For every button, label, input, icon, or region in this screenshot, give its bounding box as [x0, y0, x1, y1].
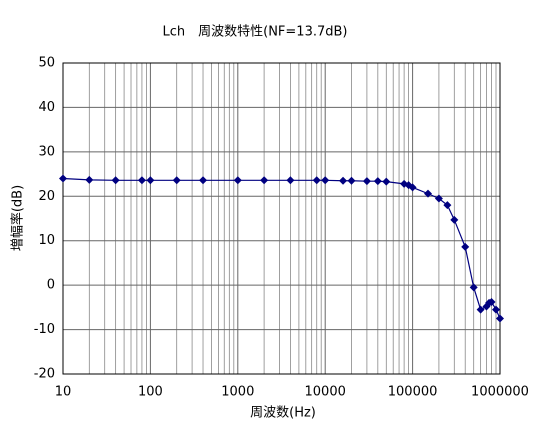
data-point	[137, 176, 146, 185]
y-tick-label: 40	[38, 100, 55, 115]
data-point	[339, 176, 348, 185]
data-point	[286, 176, 295, 185]
x-tick-label: 100	[138, 385, 163, 400]
y-tick-label: 20	[38, 189, 55, 204]
x-tick-label: 1000000	[471, 385, 529, 400]
x-tick-label: 10	[55, 385, 72, 400]
data-point	[487, 298, 496, 307]
data-point	[199, 176, 208, 185]
x-tick-label: 1000	[221, 385, 254, 400]
data-point	[492, 305, 501, 314]
data-point	[476, 305, 485, 314]
x-tick-label: 10000	[305, 385, 346, 400]
data-point	[450, 215, 459, 224]
data-point	[59, 174, 67, 183]
data-point	[233, 176, 242, 185]
y-tick-label: 50	[38, 56, 55, 71]
data-point	[312, 176, 321, 185]
data-point	[496, 314, 504, 323]
data-point	[461, 242, 470, 251]
y-axis-label: 増幅率(dB)	[10, 185, 26, 251]
data-point	[469, 283, 478, 292]
y-tick-label: 30	[38, 144, 55, 159]
y-tick-label: -20	[34, 367, 55, 382]
plot-border	[62, 62, 501, 375]
y-tick-label: -10	[34, 322, 55, 337]
x-axis-label: 周波数(Hz)	[250, 406, 316, 421]
data-point	[172, 176, 181, 185]
plot-area	[63, 63, 500, 374]
data-point	[382, 177, 391, 186]
data-point	[362, 177, 371, 186]
data-point	[423, 189, 432, 198]
y-tick-label: 10	[38, 233, 55, 248]
data-point	[260, 176, 269, 185]
data-point	[443, 201, 452, 210]
x-tick-label: 100000	[388, 385, 438, 400]
data-point	[347, 176, 356, 185]
chart-title: Lch 周波数特性(NF=13.7dB)	[163, 25, 348, 40]
data-point	[321, 176, 330, 185]
data-point	[408, 183, 417, 192]
data-point	[434, 194, 443, 203]
y-tick-label: 0	[47, 278, 55, 293]
data-point	[111, 176, 120, 185]
data-point	[146, 176, 155, 185]
data-point	[85, 175, 94, 184]
data-point	[373, 177, 382, 186]
data-line	[62, 177, 501, 319]
